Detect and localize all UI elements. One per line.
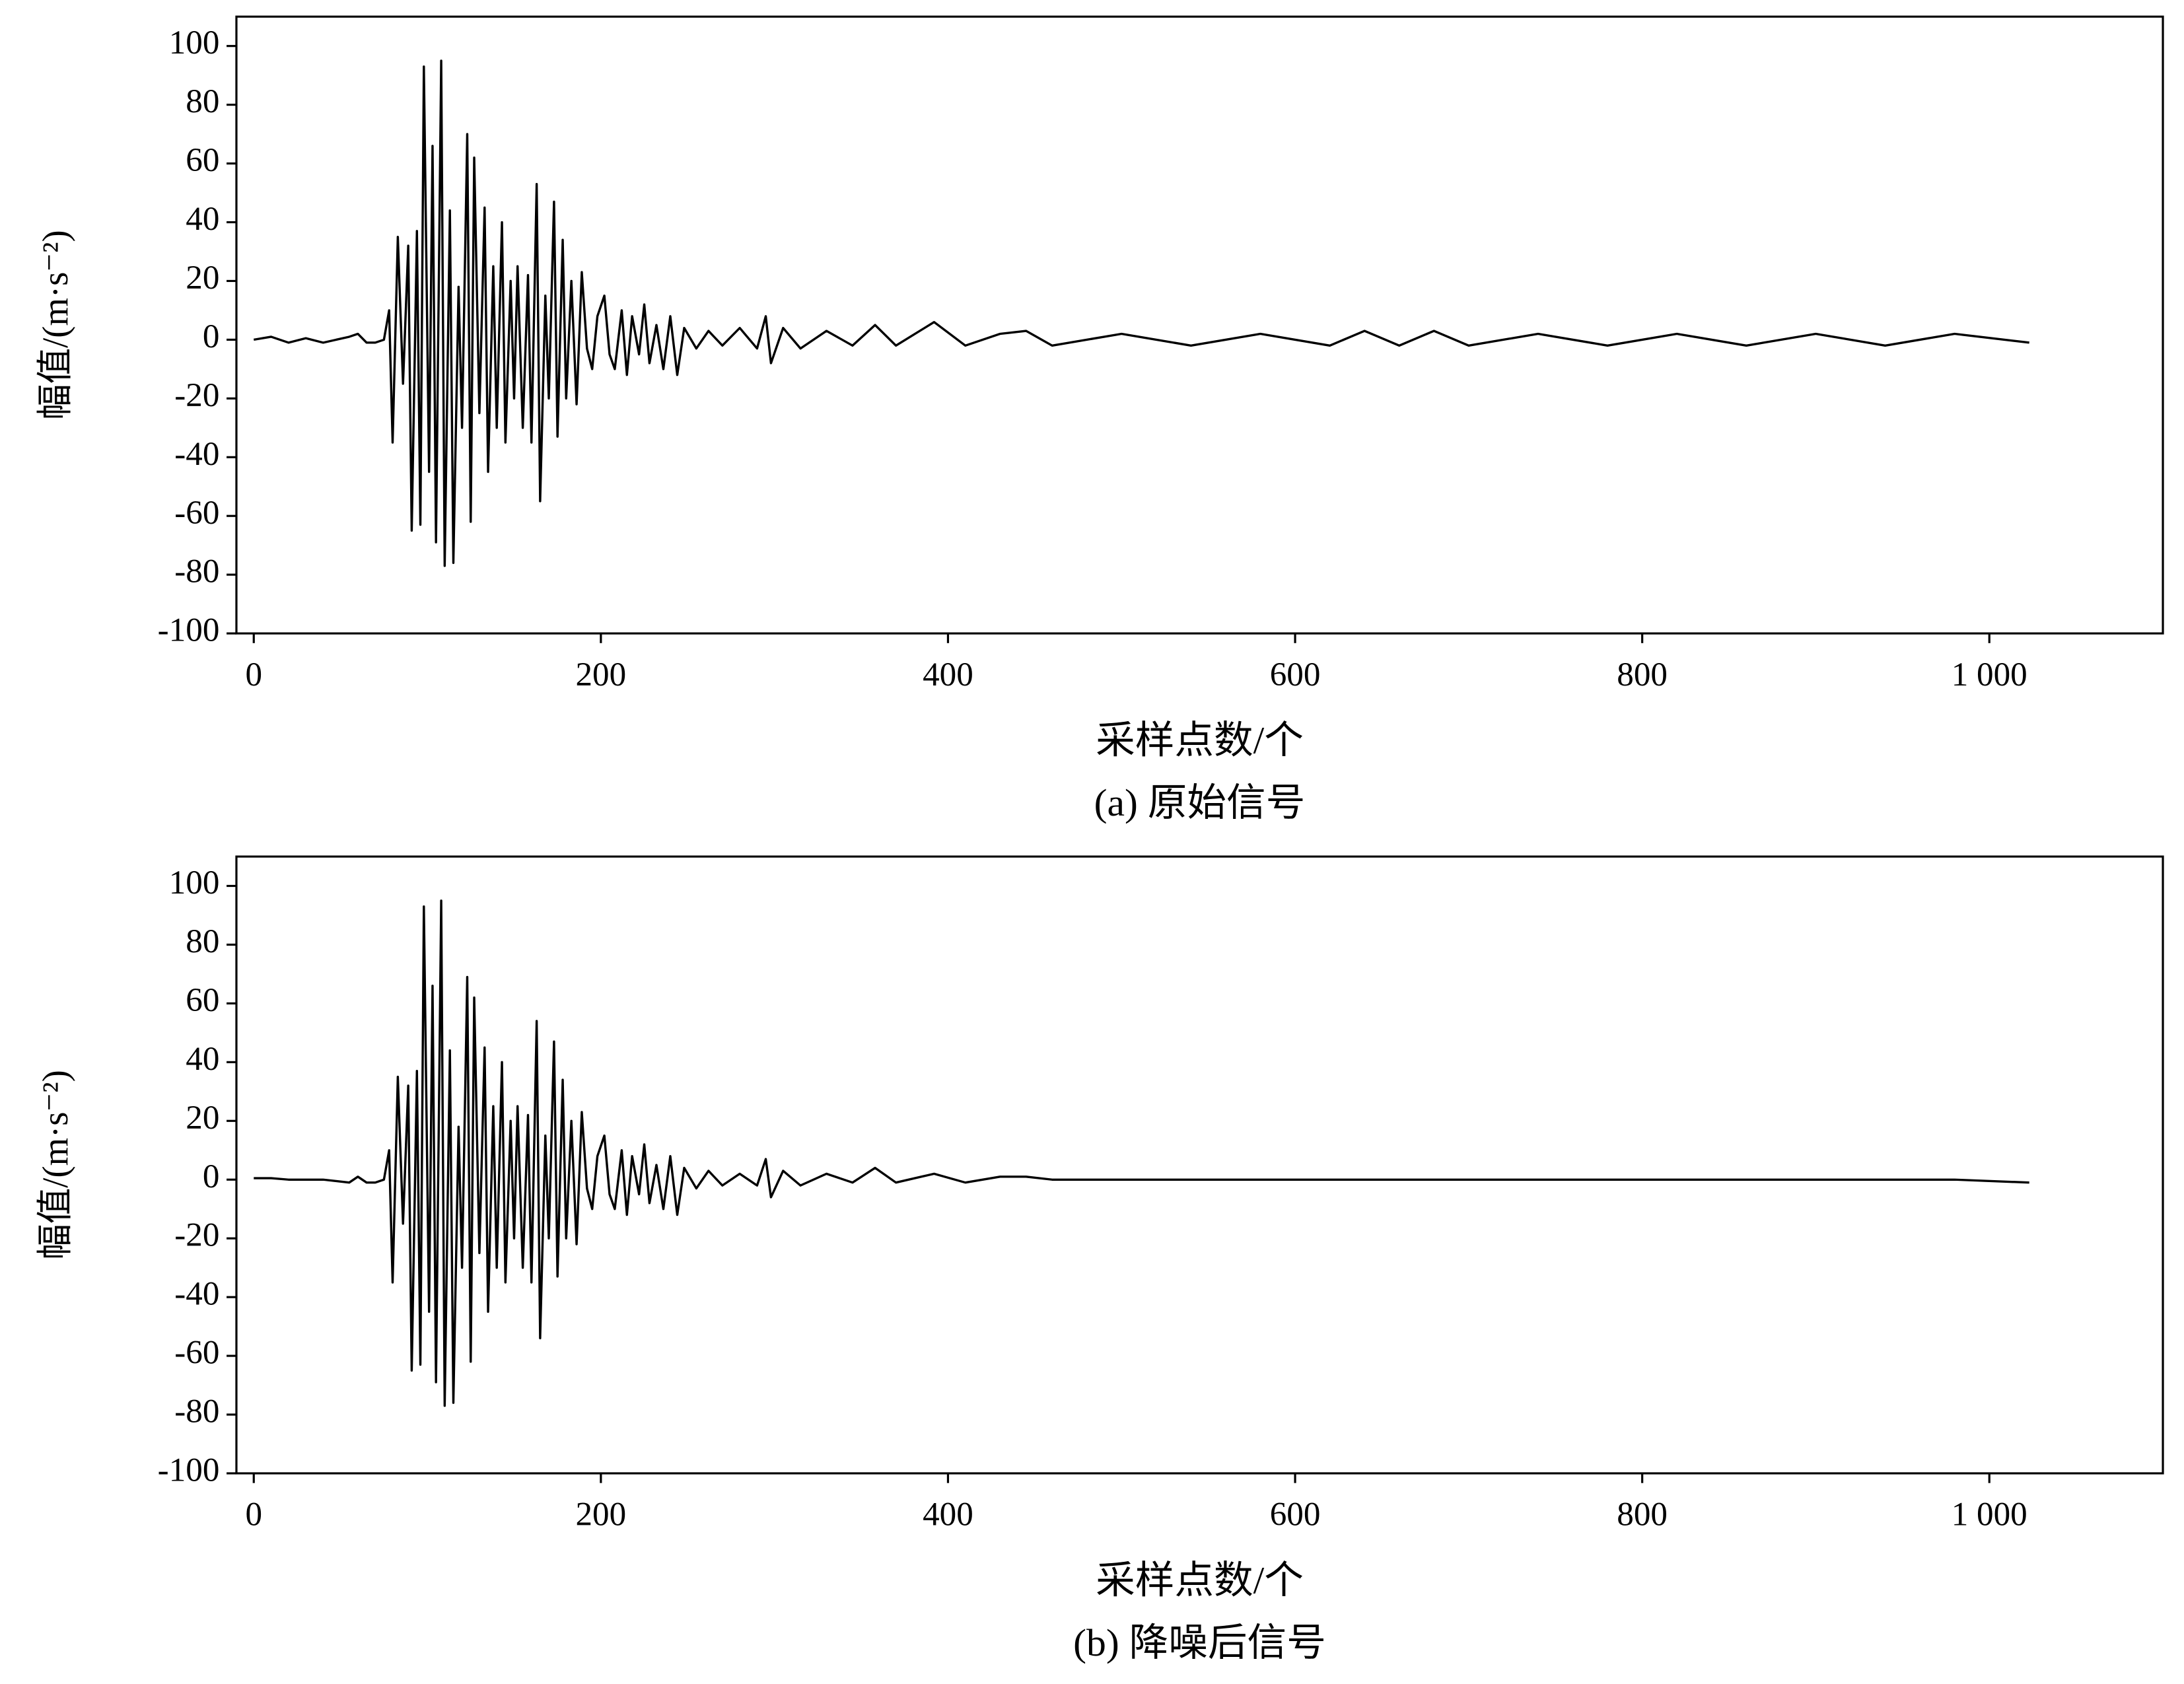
x-axis-label: 采样点数/个 [1096, 1559, 1304, 1601]
y-tick-label: 100 [169, 24, 220, 61]
y-tick-label: 80 [186, 83, 219, 120]
y-tick-label: -80 [174, 553, 219, 590]
y-tick-label: -40 [174, 435, 219, 472]
y-tick-label: 0 [203, 318, 220, 355]
signal-line [254, 899, 2029, 1407]
y-tick-label: 0 [203, 1158, 220, 1195]
x-tick-label: 0 [245, 1496, 262, 1533]
x-tick-label: 0 [245, 656, 262, 693]
x-tick-label: 1 000 [1952, 1496, 2027, 1533]
x-tick-label: 200 [576, 1496, 627, 1533]
x-tick-label: 800 [1617, 1496, 1668, 1533]
caption: (a) 原始信号 [1094, 781, 1306, 824]
x-tick-label: 600 [1270, 656, 1321, 693]
y-tick-label: -80 [174, 1393, 219, 1430]
y-tick-label: 80 [186, 923, 219, 960]
y-tick-label: 20 [186, 259, 219, 296]
x-tick-label: 600 [1270, 1496, 1321, 1533]
x-tick-label: 800 [1617, 656, 1668, 693]
y-tick-label: -40 [174, 1275, 219, 1312]
y-tick-label: 60 [186, 141, 219, 178]
x-tick-label: 400 [923, 656, 973, 693]
y-tick-label: 20 [186, 1099, 219, 1136]
y-tick-label: -100 [158, 1452, 220, 1489]
y-axis-label: 幅值/(m·s⁻²) [35, 230, 75, 420]
y-tick-label: 100 [169, 864, 220, 901]
x-tick-label: 400 [923, 1496, 973, 1533]
plot-frame [235, 855, 2164, 1475]
y-tick-label: -60 [174, 1334, 219, 1371]
y-tick-label: -20 [174, 376, 219, 413]
plot-frame [235, 15, 2164, 635]
caption: (b) 降噪后信号 [1073, 1621, 1326, 1664]
y-tick-label: 60 [186, 981, 219, 1018]
y-tick-label: -100 [158, 612, 220, 649]
x-axis-label: 采样点数/个 [1096, 719, 1304, 761]
y-tick-label: -20 [174, 1216, 219, 1253]
y-tick-label: 40 [186, 1040, 219, 1077]
x-tick-label: 1 000 [1952, 656, 2027, 693]
y-tick-label: -60 [174, 494, 219, 531]
x-tick-label: 200 [576, 656, 627, 693]
y-axis-label: 幅值/(m·s⁻²) [35, 1070, 75, 1260]
y-tick-label: 40 [186, 200, 219, 237]
signal-line [253, 59, 2029, 567]
